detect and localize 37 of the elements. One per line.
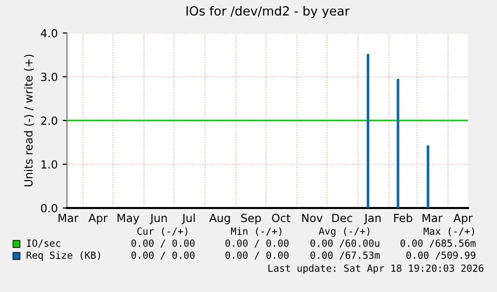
x-tick-label: Jul bbox=[182, 214, 195, 224]
text: 0.00 / 0.00 bbox=[225, 251, 289, 260]
x-tick-label: May bbox=[118, 214, 140, 224]
y-tick-label: 0.0 bbox=[41, 204, 58, 212]
legend-label: IO/sec bbox=[26, 239, 60, 248]
text: 0.00 /60.00u bbox=[310, 239, 380, 248]
text: 0.00 / 0.00 bbox=[131, 251, 195, 260]
x-tick-label: Sep bbox=[241, 214, 261, 224]
text: Last update: Sat Apr 18 19:20:03 2026 bbox=[268, 264, 484, 274]
chart-title: IOs for /dev/md2 - by year bbox=[186, 6, 350, 18]
text: 0.00 /509.99 bbox=[406, 251, 476, 260]
text: 0.00 /67.53m bbox=[310, 251, 380, 260]
text: 0.00 /685.56m bbox=[400, 239, 476, 248]
y-tick-label: 1.0 bbox=[42, 160, 58, 169]
x-tick-label: Mar bbox=[422, 214, 442, 222]
x-tick-label: Oct bbox=[272, 214, 290, 222]
y-tick-label: 4.0 bbox=[40, 28, 58, 38]
y-tick-label: 3.0 bbox=[41, 72, 58, 82]
text: 0.00 / 0.00 bbox=[225, 239, 289, 248]
x-tick-label: Mar bbox=[58, 214, 78, 222]
legend-label: Req Size (KB) bbox=[26, 251, 100, 261]
y-tick-label: 2.0 bbox=[41, 116, 58, 125]
text: 0.00 / 0.00 bbox=[131, 239, 195, 248]
x-tick-label: Apr bbox=[453, 214, 473, 224]
x-tick-label: Feb bbox=[394, 214, 412, 222]
text: Min (-/+) bbox=[231, 227, 282, 236]
text: Cur (-/+) bbox=[137, 227, 188, 236]
x-tick-label: Apr bbox=[88, 214, 108, 224]
text: Avg (-/+) bbox=[318, 227, 370, 237]
x-tick-label: Nov bbox=[302, 214, 323, 222]
text: Max (-/+) bbox=[424, 227, 474, 236]
x-tick-label: Dec bbox=[332, 214, 352, 222]
x-tick-label: Aug bbox=[209, 214, 230, 224]
x-tick-label: Jun bbox=[150, 214, 167, 224]
x-tick-label: Jan bbox=[364, 214, 381, 224]
y-axis-title: Units read (-) / write (+) bbox=[24, 54, 34, 186]
bar bbox=[366, 54, 370, 208]
